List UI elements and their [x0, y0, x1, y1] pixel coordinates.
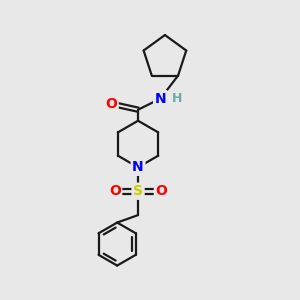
Text: O: O: [155, 184, 167, 198]
Text: S: S: [133, 184, 143, 198]
Text: H: H: [172, 92, 182, 105]
Text: O: O: [105, 97, 117, 111]
Text: O: O: [109, 184, 121, 198]
Text: N: N: [154, 92, 166, 106]
Text: N: N: [132, 160, 144, 174]
